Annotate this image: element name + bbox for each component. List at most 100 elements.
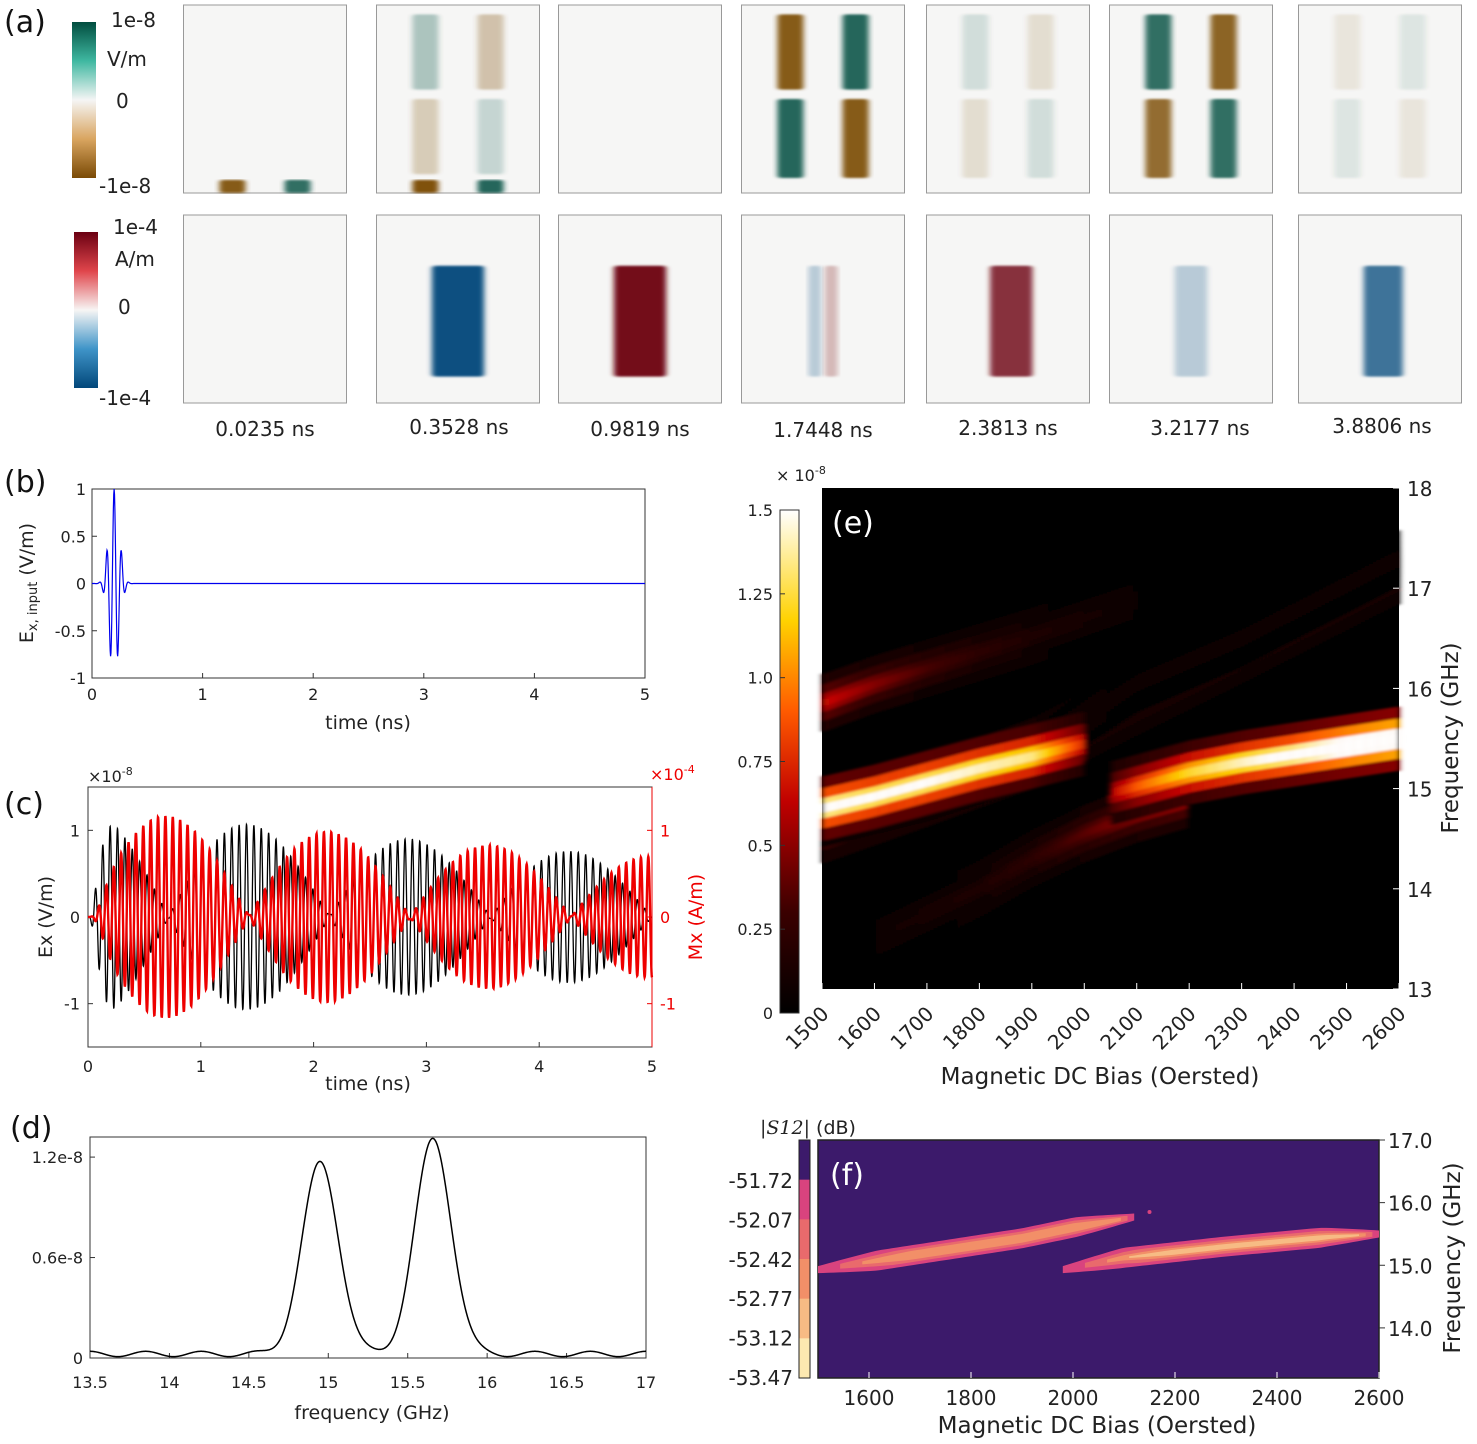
- ytick-label: 1: [76, 480, 86, 499]
- band-3-cell: [875, 791, 881, 801]
- band-3-cell: [822, 803, 827, 813]
- cbar-f-tick-label: -53.47: [729, 1366, 793, 1390]
- field-blob-E-4-3: [777, 99, 804, 178]
- band-4-cell: [968, 651, 973, 660]
- ytick-label: 16: [1407, 677, 1432, 701]
- band-4-cell: [872, 680, 877, 689]
- band-6-cell: [1268, 753, 1273, 763]
- field-blob-M-3-1: [613, 265, 667, 377]
- cbar-f-frame: [798, 1139, 811, 1379]
- band-2-cell: [1248, 629, 1254, 638]
- band-4-cell: [1095, 609, 1100, 618]
- band-3-cell: [941, 773, 946, 783]
- scale-left-base: ×10: [88, 767, 122, 786]
- band-5-cell: [1041, 849, 1046, 858]
- band-4-cell: [1114, 603, 1119, 612]
- snapshot-M-4: [741, 214, 905, 404]
- band-2-cell: [1337, 584, 1342, 593]
- band-4-cell: [995, 642, 1000, 651]
- band-4-cell: [837, 693, 842, 702]
- band-4-cell: [1033, 631, 1039, 640]
- band-6-cell: [1156, 776, 1162, 786]
- cbar-scale-base: × 10: [776, 466, 815, 485]
- band-2-cell: [1283, 611, 1289, 620]
- band-6-cell: [1122, 785, 1127, 795]
- band-5-cell: [983, 881, 989, 890]
- band-4-cell: [1125, 599, 1131, 608]
- scale-right-base: ×10: [650, 765, 684, 784]
- band-2-cell: [1260, 623, 1265, 632]
- band-4-cell: [860, 684, 865, 693]
- cbar-e-min: -1e-8: [99, 174, 151, 198]
- time-label-1: 0.0235 ns: [215, 417, 314, 441]
- contour-band-2-level-4: [1129, 1234, 1360, 1259]
- band-2-cell: [1314, 596, 1319, 605]
- band-2-cell: [1345, 580, 1350, 589]
- band-2-cell: [1341, 582, 1346, 591]
- band-5-cell: [1060, 840, 1065, 849]
- band-2-cell: [1268, 619, 1273, 628]
- band-3-cell: [1075, 740, 1081, 750]
- band-3-cell: [833, 801, 838, 810]
- ytick-label: -1: [70, 669, 86, 688]
- xtick-label: 2000: [1048, 1386, 1099, 1410]
- snapshot-E-6: [1109, 4, 1273, 194]
- field-blob-E-4-2: [842, 14, 869, 90]
- band-3-cell: [1022, 753, 1027, 763]
- band-6-cell: [1183, 769, 1189, 778]
- band-4-cell: [929, 662, 935, 671]
- band-6-cell: [1275, 752, 1281, 762]
- band-3-cell: [929, 776, 935, 786]
- ytick-label: 14.0: [1388, 1317, 1433, 1341]
- band-4-cell: [1041, 628, 1046, 637]
- xtick-label: 17: [636, 1373, 656, 1392]
- band-2-cell: [1256, 625, 1262, 634]
- band-6-cell: [1148, 778, 1154, 788]
- band-3-cell: [925, 777, 931, 787]
- band-5-cell: [1022, 859, 1027, 868]
- band-6-cell: [1198, 765, 1204, 775]
- band-4-cell: [952, 655, 958, 664]
- ytick-label: -0.5: [55, 622, 86, 641]
- ytick-label: 15: [1407, 778, 1432, 802]
- ytick-label: 16.0: [1388, 1192, 1433, 1216]
- band-4-cell: [937, 660, 942, 669]
- band-5-cell: [995, 874, 1000, 883]
- spectrum-line: [89, 1137, 647, 1358]
- band-2-cell: [1225, 640, 1231, 649]
- band-6-cell: [1314, 746, 1319, 756]
- time-label-5: 2.3813 ns: [958, 416, 1057, 440]
- plot-c-ticks: 0 1 2 3 4 5 -1 0 1 -1 0 1: [64, 821, 676, 1076]
- field-blob-M-4-2: [824, 265, 838, 377]
- cbar-f-tick-label: -53.12: [729, 1327, 793, 1351]
- panel-label-e: (e): [832, 506, 874, 541]
- cbar-f-segment: [799, 1140, 810, 1181]
- band-5-cell: [914, 914, 919, 923]
- band-5-cell: [1006, 868, 1012, 877]
- band-4-cell: [825, 697, 831, 706]
- band-4-cell: [1048, 625, 1054, 634]
- band-3-cell: [879, 790, 885, 800]
- band-3-cell: [856, 795, 862, 805]
- band-6-cell: [1245, 757, 1250, 767]
- band-4-cell: [829, 695, 835, 704]
- field-blob-E-1-2: [284, 179, 311, 193]
- band-2-cell: [1272, 617, 1277, 626]
- band-6-cell: [1318, 746, 1323, 755]
- band-6-cell: [1372, 737, 1377, 747]
- band-5-cell: [898, 922, 904, 931]
- band-3-cell: [1029, 752, 1035, 761]
- band-5-cell: [960, 892, 965, 901]
- cbar-f-tick-label: -52.07: [729, 1208, 793, 1232]
- xtick-label: 2100: [1095, 1002, 1148, 1055]
- xtick-label: 1800: [946, 1386, 997, 1410]
- band-2-cell: [1237, 635, 1242, 644]
- band-4-cell: [910, 668, 915, 677]
- band-6-cell: [1179, 770, 1185, 779]
- band-2-cell: [1302, 602, 1308, 611]
- band-3-cell: [1033, 751, 1039, 761]
- field-blob-E-7-4: [1399, 99, 1426, 178]
- band-5-cell: [956, 894, 962, 903]
- ytick-label: 17.0: [1388, 1129, 1433, 1153]
- band-6-cell: [1237, 758, 1242, 768]
